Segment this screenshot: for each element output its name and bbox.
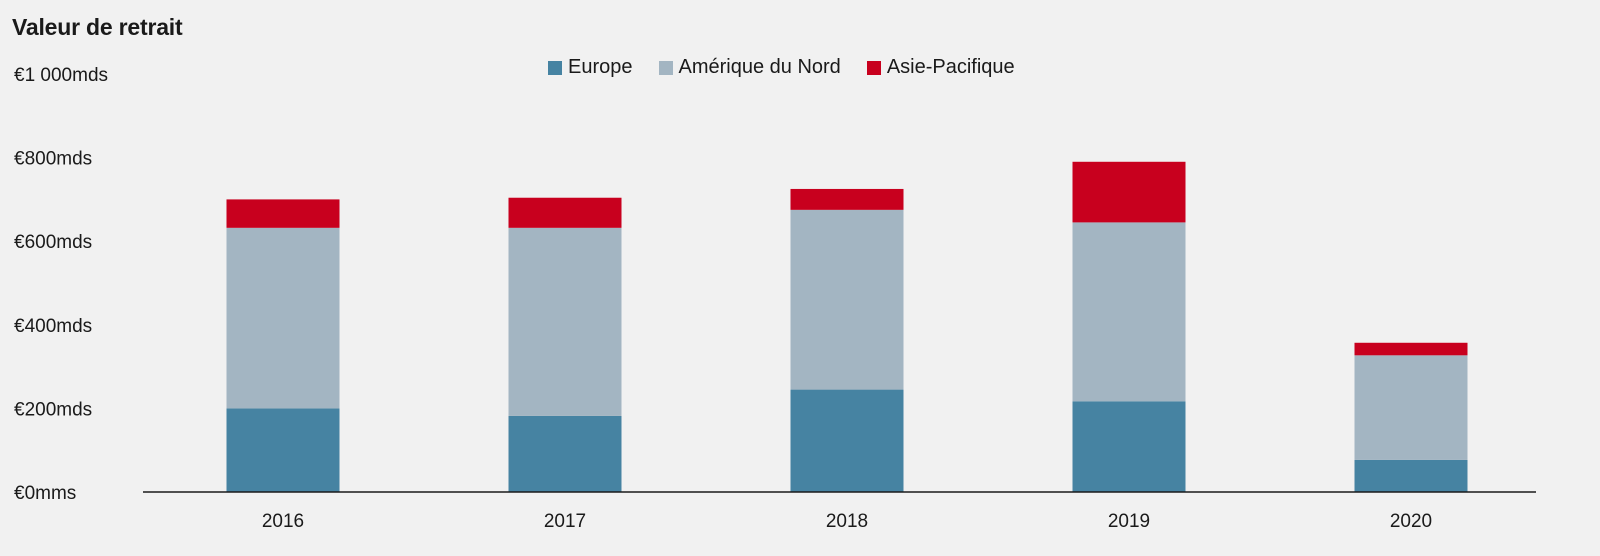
x-tick-label: 2017 <box>544 511 586 532</box>
chart-title: Valeur de retrait <box>12 14 183 40</box>
legend-swatch-asie-pacifique <box>866 60 881 75</box>
x-tick-label: 2020 <box>1390 511 1432 532</box>
bar-amerique-du-nord-2016 <box>226 227 340 409</box>
bar-asie-pacifique-2019 <box>1072 161 1186 223</box>
y-tick-label: €200mds <box>14 399 92 420</box>
bar-amerique-du-nord-2018 <box>790 209 904 390</box>
y-tick-label: €600mds <box>14 232 92 253</box>
legend-label-asie-pacifique: Asie-Pacifique <box>886 56 1015 78</box>
legend-item-asie-pacifique: Asie-Pacifique <box>866 56 1015 79</box>
bar-asie-pacifique-2016 <box>226 199 340 228</box>
bar-europe-2020 <box>1354 459 1468 492</box>
bar-amerique-du-nord-2020 <box>1354 355 1468 460</box>
bar-asie-pacifique-2017 <box>508 197 622 228</box>
y-tick-label: €1 000mds <box>14 65 108 86</box>
bar-asie-pacifique-2018 <box>790 188 904 210</box>
x-tick-label: 2019 <box>1108 511 1150 532</box>
bar-asie-pacifique-2020 <box>1354 342 1468 356</box>
legend-swatch-europe <box>548 60 562 75</box>
legend: Europe Amérique du Nord Asie-Pacifique <box>548 56 1041 79</box>
bar-europe-2016 <box>226 408 340 492</box>
legend-item-europe: Europe <box>548 56 633 79</box>
x-tick-label: 2018 <box>826 511 868 532</box>
y-tick-label: €800mds <box>14 149 92 170</box>
bar-amerique-du-nord-2019 <box>1072 222 1186 402</box>
y-tick-label: €400mds <box>14 316 92 337</box>
bar-europe-2017 <box>508 415 622 492</box>
legend-label-amerique-du-nord: Amérique du Nord <box>678 56 841 78</box>
y-tick-label: €0mms <box>14 483 76 504</box>
bar-europe-2018 <box>790 389 904 492</box>
bar-amerique-du-nord-2017 <box>508 227 622 416</box>
legend-label-europe: Europe <box>568 56 633 78</box>
legend-item-amerique-du-nord: Amérique du Nord <box>658 56 841 79</box>
legend-swatch-amerique-du-nord <box>658 60 673 75</box>
x-tick-label: 2016 <box>262 511 304 532</box>
bar-europe-2019 <box>1072 401 1186 492</box>
